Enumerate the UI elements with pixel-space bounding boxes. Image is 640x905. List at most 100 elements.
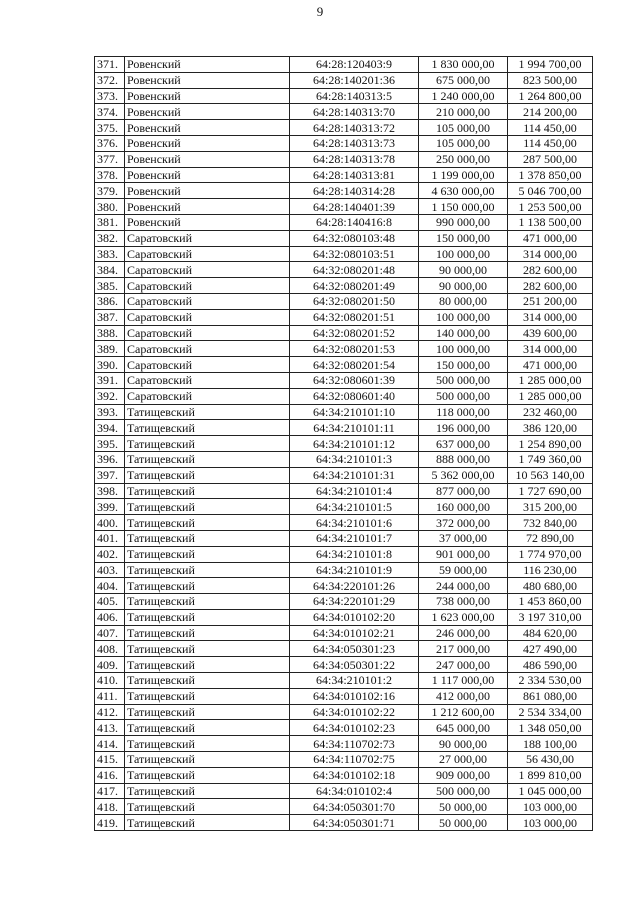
district-name: Татищевский xyxy=(124,656,290,674)
value-2: 2 534 334,00 xyxy=(507,703,593,721)
value-1: 1 199 000,00 xyxy=(418,166,508,184)
value-2: 315 200,00 xyxy=(507,498,593,516)
district-name: Татищевский xyxy=(124,766,290,784)
table-row: 375. Ровенский 64:28:140313:72 105 000,00 11… xyxy=(94,119,593,136)
value-1: 150 000,00 xyxy=(418,229,508,247)
table-row: 395. Татищевский 64:34:210101:12 637 000,00… xyxy=(94,435,593,452)
value-2: 214 200,00 xyxy=(507,103,593,121)
value-1: 50 000,00 xyxy=(418,798,508,816)
table-row: 402. Татищевский 64:34:210101:8 901 000,00 1… xyxy=(94,545,593,563)
cadastral-number: 64:32:080201:51 xyxy=(289,308,419,326)
row-number: 402. xyxy=(94,545,125,563)
row-number: 419. xyxy=(94,814,125,832)
value-1: 901 000,00 xyxy=(418,545,508,563)
district-name: Саратовский xyxy=(124,229,290,247)
value-2: 1 138 500,00 xyxy=(507,213,593,231)
value-1: 210 000,00 xyxy=(418,103,508,121)
value-1: 90 000,00 xyxy=(418,735,508,753)
value-1: 637 000,00 xyxy=(418,435,508,452)
cadastral-number: 64:28:140401:39 xyxy=(289,198,419,215)
district-name: Татищевский xyxy=(124,403,290,421)
district-name: Саратовский xyxy=(124,292,290,310)
table-row: 403. Татищевский 64:34:210101:9 59 000,00 11… xyxy=(94,561,593,579)
district-name: Татищевский xyxy=(124,814,290,832)
value-2: 439 600,00 xyxy=(507,324,593,342)
value-2: 1 254 890,00 xyxy=(507,435,593,452)
cadastral-number: 64:34:050301:71 xyxy=(289,814,419,832)
row-number: 391. xyxy=(94,371,125,389)
cadastral-number: 64:34:210101:3 xyxy=(289,450,419,468)
cadastral-number: 64:34:010102:18 xyxy=(289,766,419,784)
value-2: 486 590,00 xyxy=(507,656,593,674)
cadastral-number: 64:34:050301:70 xyxy=(289,798,419,816)
value-2: 314 000,00 xyxy=(507,245,593,263)
district-name: Ровенский xyxy=(124,134,290,152)
district-name: Татищевский xyxy=(124,466,290,484)
value-1: 1 117 000,00 xyxy=(418,672,508,689)
cadastral-number: 64:34:010102:4 xyxy=(289,782,419,800)
row-number: 382. xyxy=(94,229,125,247)
district-name: Татищевский xyxy=(124,561,290,579)
value-1: 160 000,00 xyxy=(418,498,508,516)
value-1: 500 000,00 xyxy=(418,387,508,405)
row-number: 372. xyxy=(94,71,125,89)
row-number: 379. xyxy=(94,182,125,200)
value-1: 150 000,00 xyxy=(418,356,508,373)
table-row: 404. Татищевский 64:34:220101:26 244 000,00… xyxy=(94,577,593,595)
table-row: 415. Татищевский 64:34:110702:75 27 000,00 5… xyxy=(94,751,593,768)
table-row: 392. Саратовский 64:32:080601:40 500 000,00… xyxy=(94,387,593,405)
value-2: 1 348 050,00 xyxy=(507,719,593,737)
table-row: 407. Татищевский 64:34:010102:21 246 000,00… xyxy=(94,624,593,642)
row-number: 383. xyxy=(94,245,125,263)
value-1: 90 000,00 xyxy=(418,277,508,294)
value-1: 500 000,00 xyxy=(418,782,508,800)
value-1: 738 000,00 xyxy=(418,593,508,610)
value-1: 80 000,00 xyxy=(418,292,508,310)
district-name: Татищевский xyxy=(124,498,290,516)
value-1: 100 000,00 xyxy=(418,308,508,326)
cadastral-number: 64:32:080601:39 xyxy=(289,371,419,389)
row-number: 407. xyxy=(94,624,125,642)
table-row: 374. Ровенский 64:28:140313:70 210 000,00 21… xyxy=(94,103,593,121)
row-number: 406. xyxy=(94,608,125,626)
row-number: 409. xyxy=(94,656,125,674)
row-number: 412. xyxy=(94,703,125,721)
value-2: 103 000,00 xyxy=(507,814,593,832)
value-1: 1 212 600,00 xyxy=(418,703,508,721)
table-row: 401. Татищевский 64:34:210101:7 37 000,00 72… xyxy=(94,529,593,547)
cadastral-number: 64:34:010102:23 xyxy=(289,719,419,737)
value-2: 1 253 500,00 xyxy=(507,198,593,215)
value-2: 287 500,00 xyxy=(507,150,593,168)
district-name: Татищевский xyxy=(124,624,290,642)
table-row: 388. Саратовский 64:32:080201:52 140 000,00… xyxy=(94,324,593,342)
row-number: 378. xyxy=(94,166,125,184)
row-number: 387. xyxy=(94,308,125,326)
value-2: 314 000,00 xyxy=(507,340,593,358)
row-number: 418. xyxy=(94,798,125,816)
cadastral-number: 64:32:080201:50 xyxy=(289,292,419,310)
row-number: 414. xyxy=(94,735,125,753)
row-number: 395. xyxy=(94,435,125,452)
table-row: 409. Татищевский 64:34:050301:22 247 000,00… xyxy=(94,656,593,674)
cadastral-number: 64:28:140313:72 xyxy=(289,119,419,136)
value-1: 244 000,00 xyxy=(418,577,508,595)
row-number: 396. xyxy=(94,450,125,468)
row-number: 416. xyxy=(94,766,125,784)
value-1: 100 000,00 xyxy=(418,245,508,263)
row-number: 398. xyxy=(94,482,125,500)
table-row: 385. Саратовский 64:32:080201:49 90 000,00 2… xyxy=(94,277,593,294)
land-plots-table: 371. Ровенский 64:28:120403:9 1 830 000,00 1… xyxy=(94,56,593,832)
district-name: Ровенский xyxy=(124,87,290,105)
cadastral-number: 64:34:220101:26 xyxy=(289,577,419,595)
table-row: 377. Ровенский 64:28:140313:78 250 000,00 28… xyxy=(94,150,593,168)
table-row: 380. Ровенский 64:28:140401:39 1 150 000,00… xyxy=(94,198,593,215)
cadastral-number: 64:28:140314:28 xyxy=(289,182,419,200)
district-name: Татищевский xyxy=(124,798,290,816)
cadastral-number: 64:28:140201:36 xyxy=(289,71,419,89)
table-row: 398. Татищевский 64:34:210101:4 877 000,00 1… xyxy=(94,482,593,500)
value-1: 877 000,00 xyxy=(418,482,508,500)
value-2: 251 200,00 xyxy=(507,292,593,310)
value-2: 386 120,00 xyxy=(507,419,593,437)
table-row: 389. Саратовский 64:32:080201:53 100 000,00… xyxy=(94,340,593,358)
table-row: 393. Татищевский 64:34:210101:10 118 000,00… xyxy=(94,403,593,421)
